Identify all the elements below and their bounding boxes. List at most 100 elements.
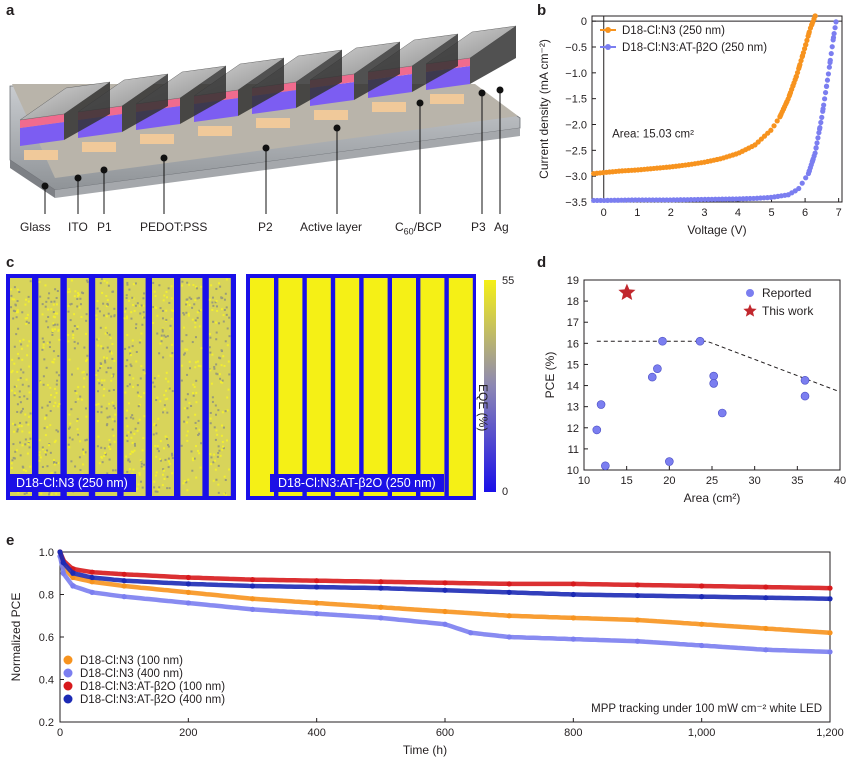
eqe-speckle — [209, 336, 212, 339]
data-point — [821, 102, 827, 108]
eqe-speckle — [96, 300, 99, 303]
eqe-cell-left — [152, 278, 174, 496]
data-point — [816, 130, 822, 136]
y-tick-label: 18 — [567, 296, 579, 308]
eqe-speckle — [191, 341, 194, 344]
eqe-speckle — [180, 379, 183, 382]
eqe-speckle — [27, 441, 30, 444]
eqe-speckle — [44, 434, 47, 437]
eqe-speckle — [218, 356, 221, 359]
eqe-speckle — [77, 433, 80, 436]
eqe-speckle — [211, 396, 214, 399]
y-tick-label: 14 — [567, 381, 579, 393]
label-active-layer: Active layer — [300, 220, 363, 234]
eqe-speckle — [166, 335, 169, 338]
eqe-speckle — [222, 314, 225, 317]
data-point — [763, 595, 769, 601]
eqe-speckle — [167, 445, 170, 448]
eqe-speckle — [196, 449, 199, 452]
eqe-speckle — [224, 410, 227, 413]
eqe-speckle — [125, 436, 128, 439]
eqe-speckle — [126, 409, 129, 412]
eqe-speckle — [128, 383, 131, 386]
eqe-speckle — [15, 316, 18, 319]
eqe-speckle — [195, 287, 198, 290]
eqe-speckle — [54, 471, 57, 474]
x-tick-label: 4 — [735, 207, 741, 219]
eqe-speckle — [112, 469, 115, 472]
eqe-speckle — [29, 465, 32, 468]
data-point — [570, 636, 576, 642]
eqe-speckle — [143, 316, 146, 319]
data-point — [442, 580, 448, 586]
eqe-speckle — [198, 325, 201, 328]
eqe-speckle — [194, 366, 197, 369]
eqe-speckle — [136, 384, 139, 387]
eqe-speckle — [76, 325, 79, 328]
data-point — [468, 630, 474, 636]
eqe-speckle — [38, 281, 41, 284]
eqe-speckle — [79, 440, 82, 443]
eqe-speckle — [129, 452, 132, 455]
eqe-speckle — [162, 469, 165, 472]
eqe-speckle — [215, 299, 218, 302]
eqe-speckle — [133, 449, 136, 452]
eqe-speckle — [228, 316, 231, 319]
y-tick-label: −1.0 — [565, 68, 587, 80]
data-point — [378, 604, 384, 610]
eqe-speckle — [200, 442, 203, 445]
panel-label-b: b — [537, 2, 547, 19]
data-point — [763, 584, 769, 590]
eqe-speckle — [26, 313, 29, 316]
eqe-speckle — [100, 456, 103, 459]
eqe-speckle — [40, 492, 43, 495]
eqe-speckle — [96, 445, 99, 448]
eqe-speckle — [101, 384, 104, 387]
eqe-speckle — [164, 458, 167, 461]
eqe-speckle — [24, 438, 27, 441]
eqe-speckle — [71, 330, 74, 333]
reported-point — [658, 336, 667, 346]
eqe-cell-right — [392, 278, 416, 496]
eqe-speckle — [211, 301, 214, 304]
eqe-speckle — [42, 343, 45, 346]
eqe-speckle — [135, 323, 138, 326]
eqe-speckle — [188, 360, 191, 363]
eqe-speckle — [158, 486, 161, 489]
data-point — [824, 77, 831, 83]
eqe-speckle — [25, 298, 28, 301]
eqe-speckle — [45, 300, 48, 303]
eqe-speckle — [47, 297, 50, 300]
eqe-speckle — [105, 424, 108, 427]
eqe-speckle — [187, 416, 190, 419]
eqe-speckle — [82, 463, 85, 466]
eqe-speckle — [157, 450, 160, 453]
eqe-speckle — [46, 404, 49, 407]
eqe-speckle — [222, 320, 225, 323]
eqe-speckle — [222, 355, 225, 358]
eqe-speckle — [126, 440, 129, 443]
eqe-speckle — [131, 296, 134, 299]
eqe-speckle — [134, 444, 137, 447]
eqe-speckle — [216, 309, 219, 312]
data-point — [833, 19, 839, 25]
eqe-speckle — [130, 450, 133, 453]
data-point — [378, 615, 384, 621]
eqe-speckle — [188, 296, 191, 299]
eqe-map-images — [6, 274, 496, 500]
data-point — [314, 578, 320, 584]
data-point — [570, 581, 576, 587]
eqe-speckle — [98, 310, 101, 313]
eqe-speckle — [52, 461, 55, 464]
eqe-speckle — [96, 420, 99, 423]
eqe-speckle — [165, 290, 168, 293]
eqe-speckle — [70, 279, 73, 282]
eqe-speckle — [68, 413, 71, 416]
eqe-speckle — [104, 453, 107, 456]
data-point — [185, 600, 191, 606]
eqe-speckle — [99, 326, 102, 329]
eqe-speckle — [26, 354, 29, 357]
panel-c-eqe-maps: D18-Cl:N3 (250 nm) D18-Cl:N3:AT-β2O (250… — [0, 268, 530, 508]
eqe-speckle — [106, 331, 109, 334]
data-point — [803, 41, 809, 48]
